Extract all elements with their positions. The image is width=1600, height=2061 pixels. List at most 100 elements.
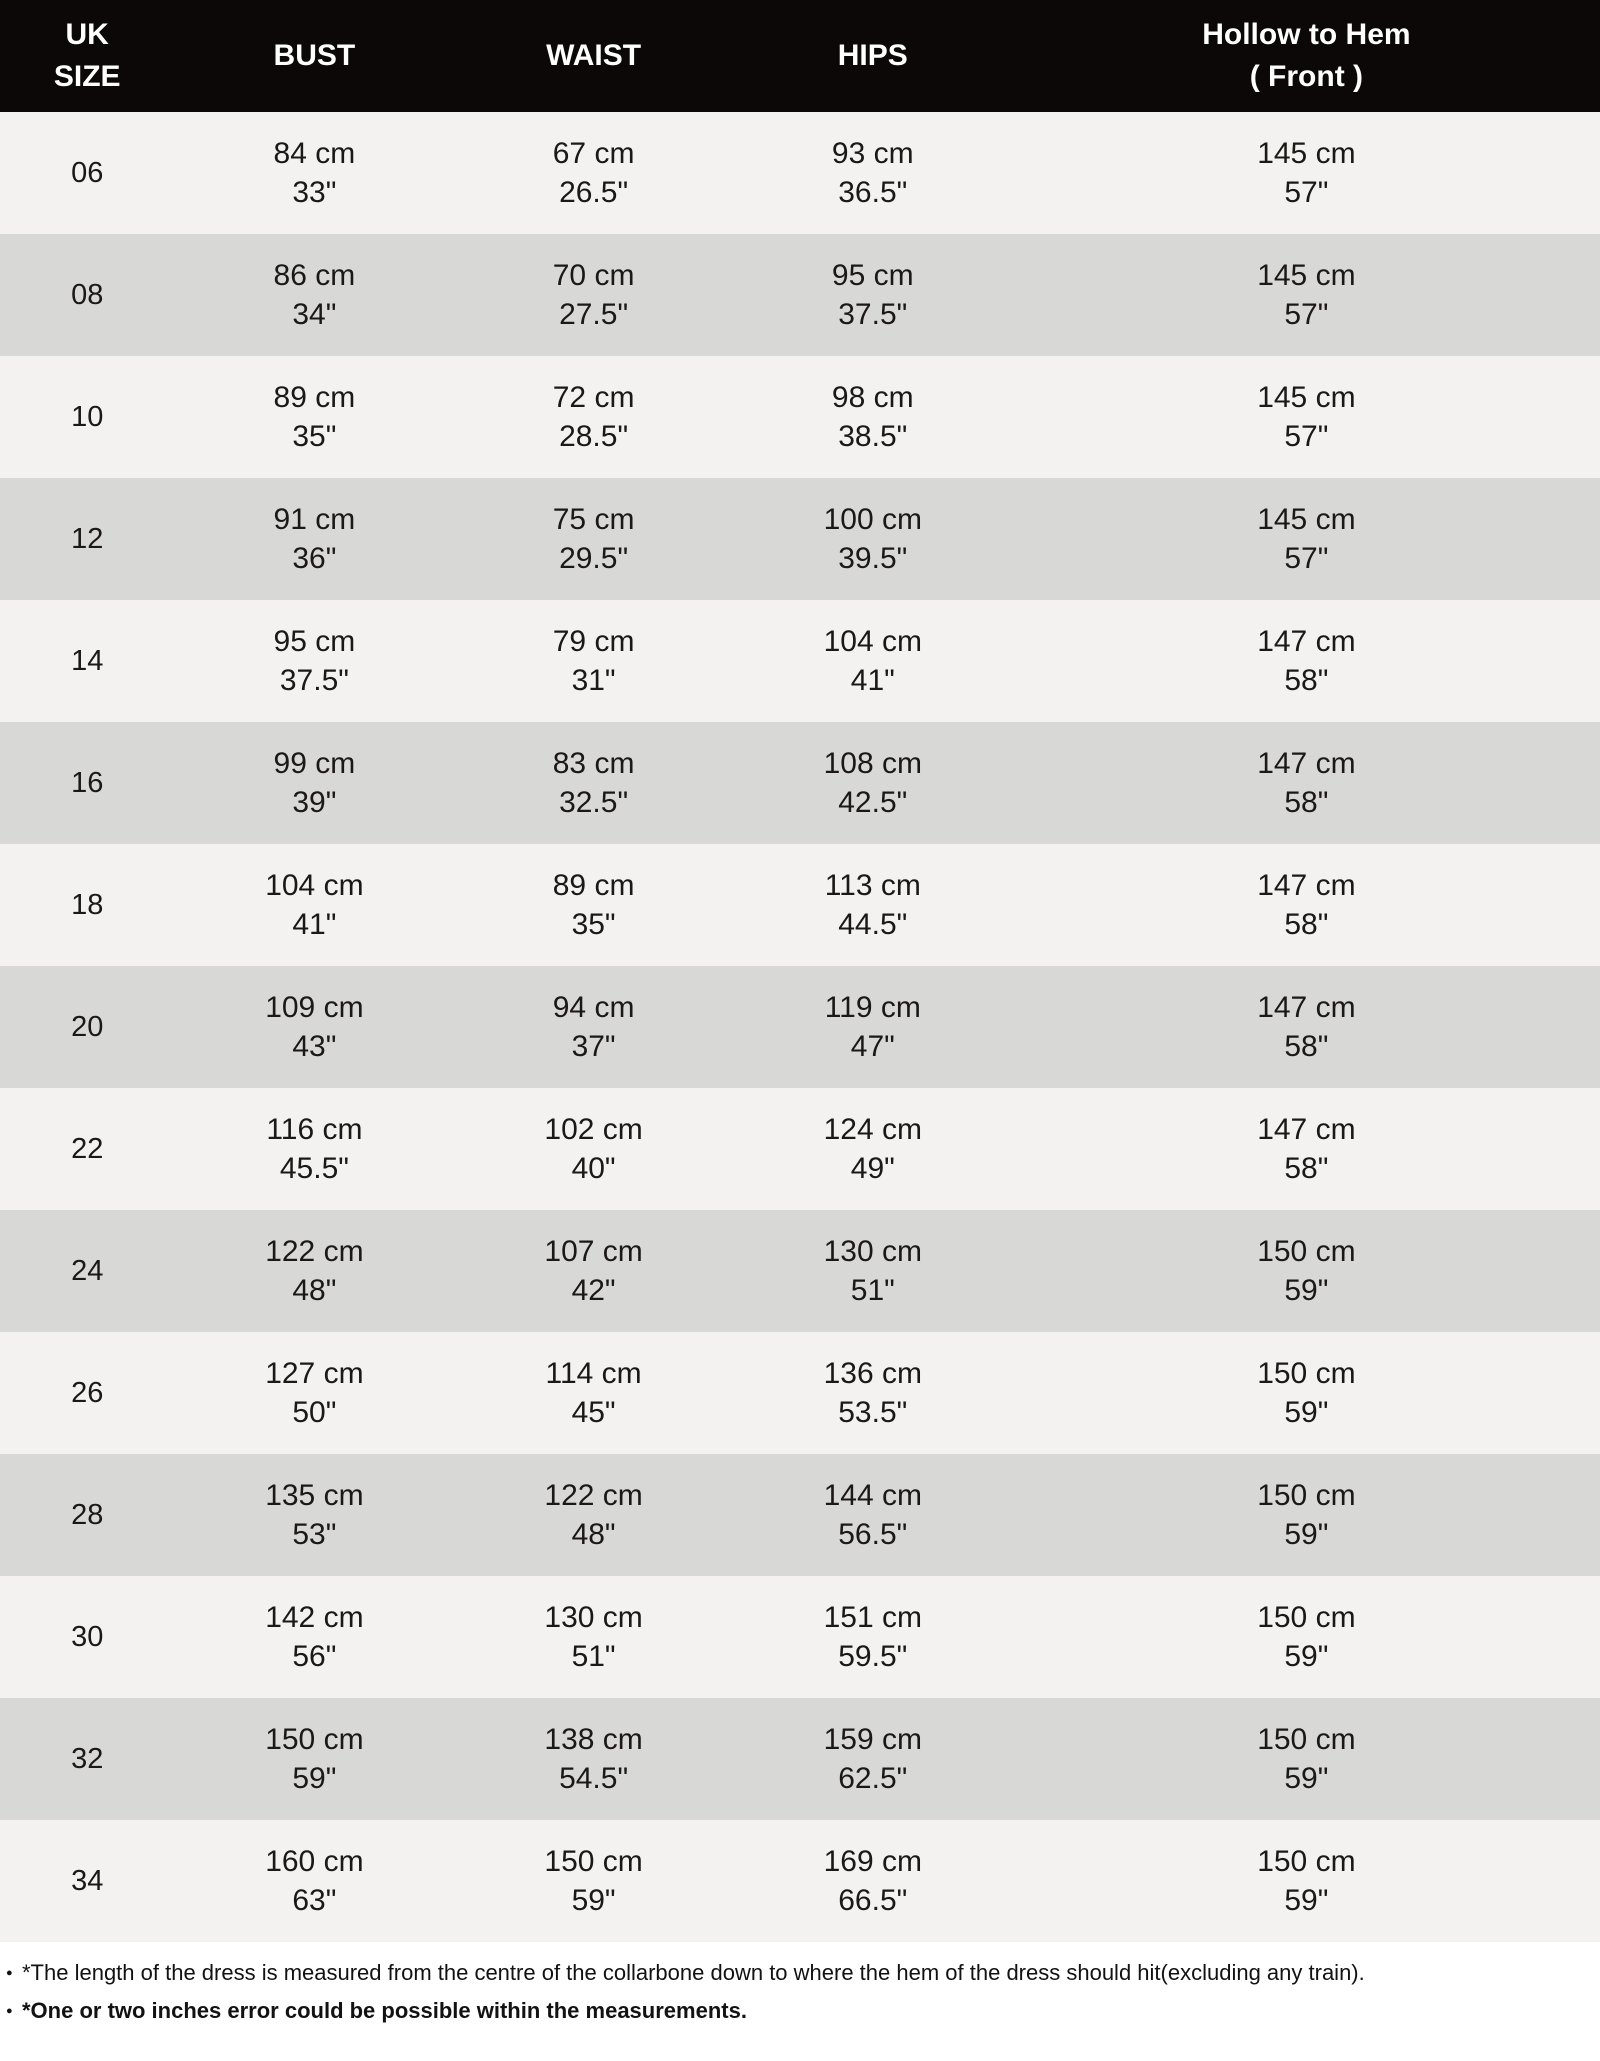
waist-cm-value: 130 cm: [544, 1601, 643, 1634]
hips-cell: 136 cm 53.5": [733, 1332, 1013, 1454]
hips-cell: 113 cm 44.5": [733, 844, 1013, 966]
hollow-in-value: 59": [1284, 1640, 1329, 1673]
hollow-to-hem-cell: 145 cm 57": [1013, 112, 1600, 234]
hips-cm-value: 124 cm: [823, 1113, 922, 1146]
bust-in-value: 59": [292, 1762, 337, 1795]
hips-cell: 144 cm 56.5": [733, 1454, 1013, 1576]
bust-in-value: 39": [292, 786, 337, 819]
waist-cm-value: 72 cm: [552, 381, 635, 414]
table-row: 20 109 cm 43" 94 cm 37" 119 cm 47" 147 c…: [0, 966, 1600, 1088]
hips-cell: 159 cm 62.5": [733, 1698, 1013, 1820]
bust-cm-value: 109 cm: [265, 991, 364, 1024]
hollow-cm-value: 150 cm: [1257, 1723, 1356, 1756]
hips-cm-value: 113 cm: [824, 869, 921, 902]
hollow-cm-value: 145 cm: [1257, 503, 1356, 536]
hollow-in-value: 57": [1284, 542, 1329, 575]
bust-in-value: 33": [292, 176, 337, 209]
hips-cm-value: 159 cm: [823, 1723, 922, 1756]
waist-in-value: 29.5": [559, 542, 629, 575]
uk-size-cell: 22: [71, 1132, 104, 1165]
bust-in-value: 37.5": [279, 664, 349, 697]
size-table-body: 06 84 cm 33" 67 cm 26.5" 93 cm 36.5" 145…: [0, 112, 1600, 1942]
bust-cm-value: 91 cm: [273, 503, 356, 536]
header-waist: WAIST: [454, 0, 733, 112]
table-row: 26 127 cm 50" 114 cm 45" 136 cm 53.5" 15…: [0, 1332, 1600, 1454]
table-row: 06 84 cm 33" 67 cm 26.5" 93 cm 36.5" 145…: [0, 112, 1600, 234]
bust-cm-value: 89 cm: [273, 381, 356, 414]
uk-size-cell: 08: [71, 278, 104, 311]
waist-cell: 83 cm 32.5": [454, 722, 732, 844]
hollow-in-value: 58": [1284, 908, 1329, 941]
waist-cell: 107 cm 42": [454, 1210, 732, 1332]
header-hips: HIPS: [732, 0, 1013, 112]
waist-in-value: 27.5": [559, 298, 629, 331]
bust-in-value: 36": [292, 542, 337, 575]
uk-size-cell: 10: [71, 400, 104, 433]
waist-in-value: 28.5": [559, 420, 629, 453]
note-measurement-error: ● *One or two inches error could be poss…: [6, 1992, 1582, 2030]
hollow-cm-value: 145 cm: [1257, 259, 1356, 292]
uk-size-cell: 24: [71, 1254, 104, 1287]
note-dress-length: ● *The length of the dress is measured f…: [6, 1954, 1582, 1992]
bullet-icon: ●: [6, 2005, 13, 2017]
header-bust: BUST: [174, 0, 455, 112]
table-row: 30 142 cm 56" 130 cm 51" 151 cm 59.5" 15…: [0, 1576, 1600, 1698]
hips-in-value: 37.5": [838, 298, 908, 331]
bust-cm-value: 150 cm: [265, 1723, 364, 1756]
waist-cell: 70 cm 27.5": [454, 234, 732, 356]
uk-size-cell: 18: [71, 888, 104, 921]
hollow-to-hem-cell: 145 cm 57": [1013, 478, 1600, 600]
bust-cm-value: 116 cm: [266, 1113, 363, 1146]
hips-cm-value: 169 cm: [823, 1845, 922, 1878]
hips-cm-value: 119 cm: [824, 991, 921, 1024]
waist-cm-value: 89 cm: [552, 869, 635, 902]
waist-in-value: 26.5": [559, 176, 629, 209]
header-uk-size: UK SIZE: [0, 0, 175, 112]
bust-in-value: 53": [292, 1518, 337, 1551]
uk-size-cell: 06: [71, 156, 104, 189]
waist-cm-value: 75 cm: [552, 503, 635, 536]
bust-cm-value: 142 cm: [265, 1601, 364, 1634]
table-row: 14 95 cm 37.5" 79 cm 31" 104 cm 41" 147 …: [0, 600, 1600, 722]
hips-in-value: 42.5": [838, 786, 908, 819]
hips-cell: 130 cm 51": [733, 1210, 1013, 1332]
bust-cm-value: 135 cm: [265, 1479, 364, 1512]
header-row: UK SIZE BUST WAIST HIPS Hollow to Hem ( …: [0, 0, 1600, 112]
bust-cm-value: 104 cm: [265, 869, 364, 902]
waist-cm-value: 83 cm: [552, 747, 635, 780]
waist-cm-value: 114 cm: [545, 1357, 642, 1390]
hollow-in-value: 57": [1284, 298, 1329, 331]
hips-cm-value: 136 cm: [823, 1357, 922, 1390]
hips-cell: 124 cm 49": [733, 1088, 1013, 1210]
hips-in-value: 62.5": [838, 1762, 908, 1795]
bullet-icon: ●: [6, 1967, 13, 1979]
table-row: 28 135 cm 53" 122 cm 48" 144 cm 56.5" 15…: [0, 1454, 1600, 1576]
notes-section: ● *The length of the dress is measured f…: [0, 1942, 1600, 2038]
hollow-in-value: 58": [1284, 1030, 1329, 1063]
bust-cell: 142 cm 56": [174, 1576, 454, 1698]
waist-in-value: 35": [571, 908, 616, 941]
hips-cm-value: 104 cm: [823, 625, 922, 658]
hips-cm-value: 98 cm: [831, 381, 914, 414]
bust-in-value: 45.5": [279, 1152, 349, 1185]
hips-cm-value: 144 cm: [823, 1479, 922, 1512]
waist-cell: 75 cm 29.5": [454, 478, 732, 600]
hollow-in-value: 57": [1284, 420, 1329, 453]
waist-cm-value: 94 cm: [552, 991, 635, 1024]
hollow-in-value: 59": [1284, 1884, 1329, 1917]
waist-in-value: 37": [571, 1030, 616, 1063]
hips-cell: 98 cm 38.5": [733, 356, 1013, 478]
hollow-cm-value: 145 cm: [1257, 137, 1356, 170]
hips-cm-value: 151 cm: [823, 1601, 922, 1634]
bust-in-value: 34": [292, 298, 337, 331]
waist-cell: 150 cm 59": [454, 1820, 732, 1942]
bust-cell: 95 cm 37.5": [174, 600, 454, 722]
bust-in-value: 50": [292, 1396, 337, 1429]
hips-in-value: 49": [850, 1152, 895, 1185]
hollow-cm-value: 150 cm: [1257, 1357, 1356, 1390]
hips-in-value: 39.5": [838, 542, 908, 575]
hips-cm-value: 130 cm: [823, 1235, 922, 1268]
hips-in-value: 66.5": [838, 1884, 908, 1917]
hips-cell: 151 cm 59.5": [733, 1576, 1013, 1698]
hollow-cm-value: 147 cm: [1257, 747, 1356, 780]
